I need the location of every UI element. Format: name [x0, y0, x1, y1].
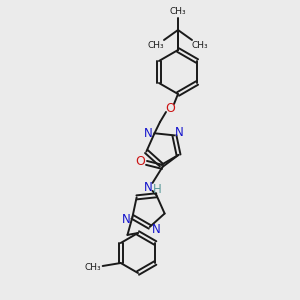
Text: H: H	[153, 183, 162, 196]
Text: CH₃: CH₃	[84, 263, 101, 272]
Text: N: N	[175, 126, 184, 139]
Text: N: N	[122, 213, 131, 226]
Text: CH₃: CH₃	[148, 40, 164, 50]
Text: O: O	[165, 101, 175, 115]
Text: CH₃: CH₃	[192, 40, 208, 50]
Text: N: N	[144, 182, 153, 194]
Text: O: O	[136, 155, 146, 168]
Text: N: N	[144, 127, 153, 140]
Text: N: N	[152, 224, 160, 236]
Text: CH₃: CH₃	[170, 8, 186, 16]
